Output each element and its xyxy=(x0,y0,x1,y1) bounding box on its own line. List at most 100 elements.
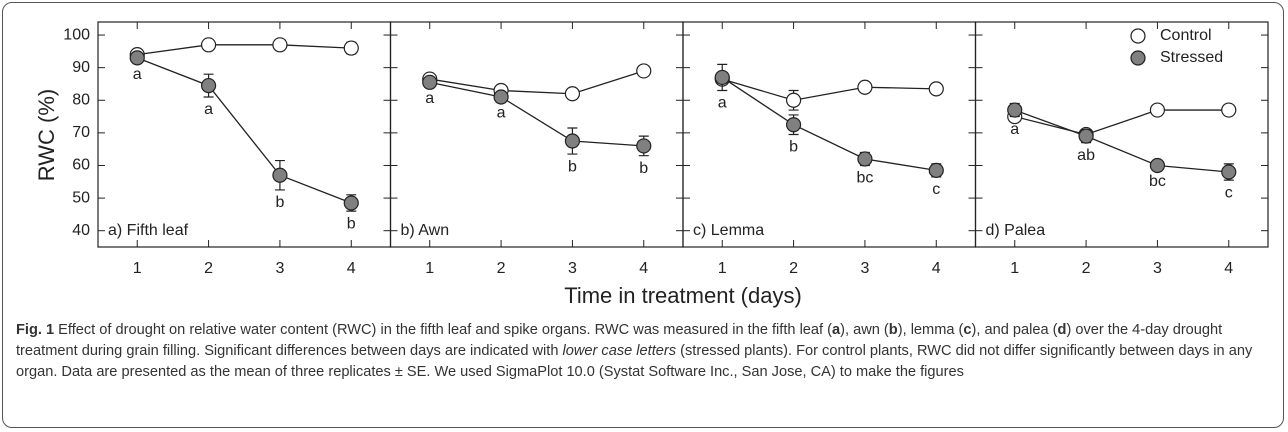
marker xyxy=(564,133,581,149)
x-tick-label: 3 xyxy=(275,260,284,277)
marker xyxy=(636,63,652,79)
x-tick-label: 4 xyxy=(347,260,356,277)
panel-frame xyxy=(389,21,684,248)
x-tick-label: 1 xyxy=(133,260,142,277)
x-tick-label: 2 xyxy=(204,260,213,277)
series-line xyxy=(429,81,644,147)
y-tick-label: 90 xyxy=(72,59,90,76)
caption-segment: c xyxy=(963,322,972,338)
panel-title: d) Palea xyxy=(986,222,1046,239)
panel-title: c) Lemma xyxy=(693,222,764,239)
legend-marker xyxy=(1130,50,1146,66)
significance-letter: a xyxy=(425,90,434,107)
x-tick-label: 3 xyxy=(860,260,869,277)
y-tick-label: 40 xyxy=(72,222,90,239)
caption-segment: a xyxy=(832,322,841,338)
significance-letter: bc xyxy=(1149,173,1166,190)
marker xyxy=(1221,102,1237,118)
caption-segment: b xyxy=(888,322,898,338)
x-tick-label: 2 xyxy=(497,260,506,277)
marker xyxy=(422,74,438,90)
marker xyxy=(928,162,944,178)
caption-segment: ) over the 4-day drought treatment durin… xyxy=(16,322,1223,359)
significance-letter: b xyxy=(275,194,284,211)
series-line xyxy=(1014,109,1229,136)
significance-letter: a xyxy=(497,104,506,121)
marker xyxy=(785,117,802,133)
marker xyxy=(272,37,288,53)
significance-letter: b xyxy=(347,215,356,232)
marker xyxy=(1007,102,1023,118)
series-line xyxy=(137,44,352,56)
x-tick-label: 2 xyxy=(789,260,798,277)
caption-segment: Fig. 1 xyxy=(16,322,55,338)
caption: Fig. 1 Effect of drought on relative wat… xyxy=(16,320,1266,383)
marker xyxy=(785,92,802,108)
series-line xyxy=(722,78,937,101)
legend-label: Control xyxy=(1160,27,1212,44)
significance-letter: a xyxy=(204,101,213,118)
marker xyxy=(564,86,581,102)
significance-letter: a xyxy=(1010,121,1019,138)
significance-letter: a xyxy=(133,66,142,83)
marker xyxy=(857,79,873,95)
caption-segment: lower case letters xyxy=(562,343,677,359)
legend-marker xyxy=(1130,28,1146,44)
marker xyxy=(636,138,652,154)
marker xyxy=(272,167,288,183)
series-line xyxy=(137,57,352,204)
marker xyxy=(200,77,217,94)
significance-letter: c xyxy=(1225,184,1233,201)
caption-segment: ), and palea ( xyxy=(971,322,1058,338)
series-line xyxy=(721,76,937,172)
y-tick-label: 60 xyxy=(72,157,90,174)
significance-letter: b xyxy=(789,139,798,156)
y-tick-label: 100 xyxy=(63,26,90,43)
series-line xyxy=(1014,109,1229,173)
x-tick-label: 4 xyxy=(932,260,941,277)
marker xyxy=(200,37,217,53)
y-axis-label: RWC (%) xyxy=(34,89,59,181)
marker xyxy=(1078,128,1094,144)
significance-letter: b xyxy=(568,158,577,175)
marker xyxy=(928,81,944,97)
caption-segment: d xyxy=(1057,322,1067,338)
marker xyxy=(343,40,359,56)
legend-label: Stressed xyxy=(1160,49,1223,66)
x-tick-label: 3 xyxy=(568,260,577,277)
x-tick-label: 1 xyxy=(718,260,727,277)
y-tick-label: 80 xyxy=(72,91,90,108)
marker xyxy=(857,151,873,167)
x-tick-label: 2 xyxy=(1082,260,1091,277)
significance-letter: ab xyxy=(1077,147,1095,164)
x-axis-label: Time in treatment (days) xyxy=(564,283,802,308)
significance-letter: c xyxy=(932,181,940,198)
marker xyxy=(1221,164,1237,180)
panel-title: b) Awn xyxy=(401,222,450,239)
x-tick-label: 1 xyxy=(425,260,434,277)
caption-segment: ), awn ( xyxy=(840,322,889,338)
significance-letter: b xyxy=(639,160,648,177)
panel-frame xyxy=(682,21,977,248)
marker xyxy=(714,69,730,86)
significance-letter: a xyxy=(718,95,727,112)
significance-letter: bc xyxy=(856,170,873,187)
x-tick-label: 1 xyxy=(1010,260,1019,277)
caption-segment: Effect of drought on relative water cont… xyxy=(54,322,833,338)
panel-title: a) Fifth leaf xyxy=(108,222,189,239)
x-tick-label: 4 xyxy=(1224,260,1233,277)
marker xyxy=(1149,102,1166,118)
marker xyxy=(1149,157,1166,174)
series-line xyxy=(429,70,644,95)
x-tick-label: 3 xyxy=(1153,260,1162,277)
marker xyxy=(129,50,145,66)
marker xyxy=(343,195,359,211)
marker xyxy=(493,89,509,105)
panel-frame xyxy=(974,21,1269,248)
y-tick-label: 70 xyxy=(72,124,90,141)
caption-segment: ), lemma ( xyxy=(897,322,964,338)
caption-segment: (stressed plants). For control plants, R… xyxy=(16,343,1253,380)
